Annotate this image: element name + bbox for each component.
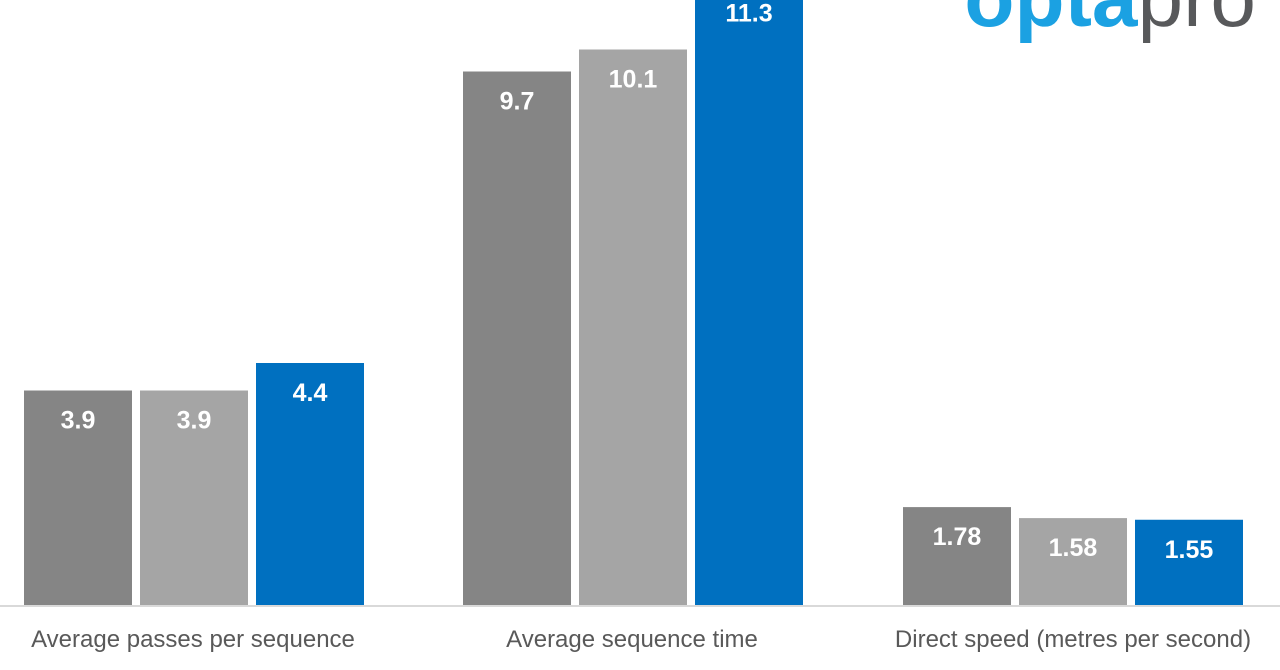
- bar-value-label: 3.9: [177, 407, 212, 435]
- bar: [256, 363, 364, 605]
- logo-secondary-text: pro: [1137, 0, 1256, 44]
- bar-group: 3.9 3.9 4.4: [24, 363, 364, 605]
- category-label: Average sequence time: [506, 626, 758, 653]
- bar-value-label: 1.58: [1049, 534, 1098, 562]
- category-labels: Average passes per sequence Average seque…: [31, 626, 1251, 653]
- bar: [695, 0, 803, 605]
- bar: [140, 390, 248, 605]
- bar: [903, 507, 1011, 605]
- bar-value-label: 10.1: [609, 66, 658, 94]
- bar-value-label: 9.7: [500, 88, 535, 116]
- bar-value-label: 1.55: [1165, 536, 1214, 564]
- bar-group: 1.78 1.58 1.55: [903, 507, 1243, 605]
- category-label: Average passes per sequence: [31, 626, 355, 653]
- logo-wordmark: optapro: [964, 0, 1256, 44]
- bar-value-label: 11.3: [725, 0, 772, 28]
- logo-primary-text: opta: [964, 0, 1138, 44]
- bar-value-label: 1.78: [933, 523, 982, 551]
- bar-value-label: 4.4: [293, 379, 328, 407]
- category-label: Direct speed (metres per second): [895, 626, 1251, 653]
- bar-value-label: 3.9: [61, 407, 96, 435]
- bar-group: 9.7 10.1 11.3: [463, 0, 803, 605]
- opta-pro-logo: optapro: [964, 0, 1256, 44]
- bar: [463, 71, 571, 605]
- bar: [579, 49, 687, 605]
- bars-layer: 3.9 3.9 4.4 9.7 10.1 11.3 1.78 1.58 1.55: [24, 0, 1243, 605]
- bar: [1135, 519, 1243, 605]
- bar: [1019, 518, 1127, 605]
- bar: [24, 390, 132, 605]
